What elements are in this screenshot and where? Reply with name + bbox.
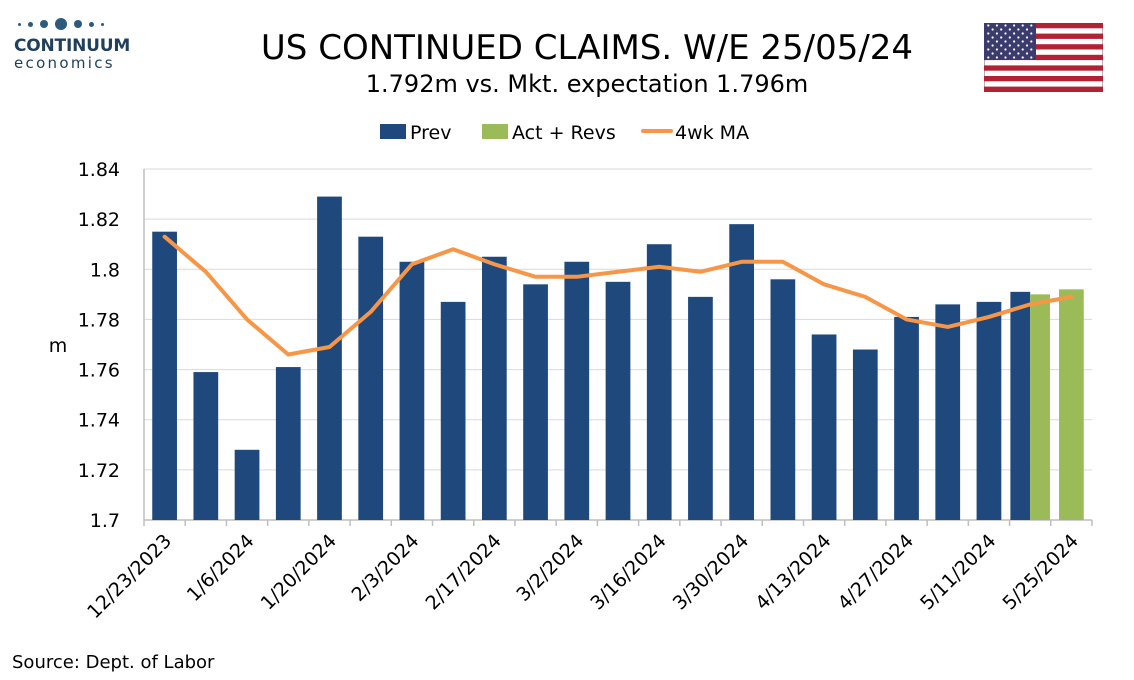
bar-prev [894,316,919,520]
x-tick-label: 4/27/2024 [834,530,918,614]
source-note: Source: Dept. of Labor [12,652,215,673]
logo-name: CONTINUUM [14,36,131,56]
bar-prev [1010,291,1031,520]
bar-act-revs [1030,294,1050,520]
legend-4wk-ma-label: 4wk MA [675,122,749,144]
bar-prev [234,449,260,520]
bar-prev [646,244,672,520]
bar-prev [193,372,219,520]
y-tick-label: 1.72 [78,460,120,482]
x-tick-label: 5/25/2024 [998,530,1082,614]
bar-prev [481,256,507,520]
continuum-logo: CONTINUUM economics [14,14,134,72]
x-tick-label: 3/2/2024 [512,530,588,606]
x-tick-label: 2/3/2024 [348,530,424,606]
us-flag-icon [984,23,1103,92]
bar-prev [275,367,301,520]
legend-act-revs-label: Act + Revs [512,122,616,144]
bar-act-revs [1059,289,1084,520]
x-tick-label: 1/6/2024 [183,530,259,606]
bar-prev [523,284,548,520]
logo-subtitle: economics [14,54,115,72]
legend-prev-swatch [380,124,406,139]
x-tick-label: 4/13/2024 [751,530,835,614]
bar-prev [605,281,631,520]
line-4wk-ma [162,234,1074,357]
bar-prev [358,236,384,520]
chart-subtitle: 1.792m vs. Mkt. expectation 1.796m [365,70,809,98]
legend-act-revs-swatch [482,124,508,139]
bar-prev [770,279,796,520]
chart-title: US CONTINUED CLAIMS. W/E 25/05/24 [260,28,914,68]
bar-prev [811,334,837,520]
y-tick-label: 1.76 [78,360,120,382]
y-tick-label: 1.82 [78,209,120,231]
bar-prev [152,231,177,520]
bar-prev [935,304,961,520]
bar-prev [317,196,342,521]
x-tick-label: 2/17/2024 [421,530,505,614]
bar-prev [976,301,1002,520]
x-tick-label: 3/16/2024 [586,530,670,614]
y-tick-label: 1.78 [78,309,120,331]
y-tick-label: 1.7 [90,510,120,532]
x-tick-label: 5/11/2024 [916,530,1000,614]
bar-prev [852,349,878,520]
bar-prev [688,296,713,520]
x-tick-label: 12/23/2023 [83,530,176,623]
y-axis-label: m [49,335,68,357]
logo-dots-icon [14,14,134,34]
legend-prev-label: Prev [410,122,451,144]
x-tick-label: 1/20/2024 [257,530,341,614]
bar-prev [729,224,755,520]
bar-prev [564,261,590,520]
y-tick-label: 1.8 [90,259,120,281]
y-tick-label: 1.74 [78,410,120,432]
bar-prev [440,301,466,520]
x-tick-label: 3/30/2024 [669,530,753,614]
bar-prev [399,261,425,520]
y-tick-label: 1.84 [78,159,120,181]
